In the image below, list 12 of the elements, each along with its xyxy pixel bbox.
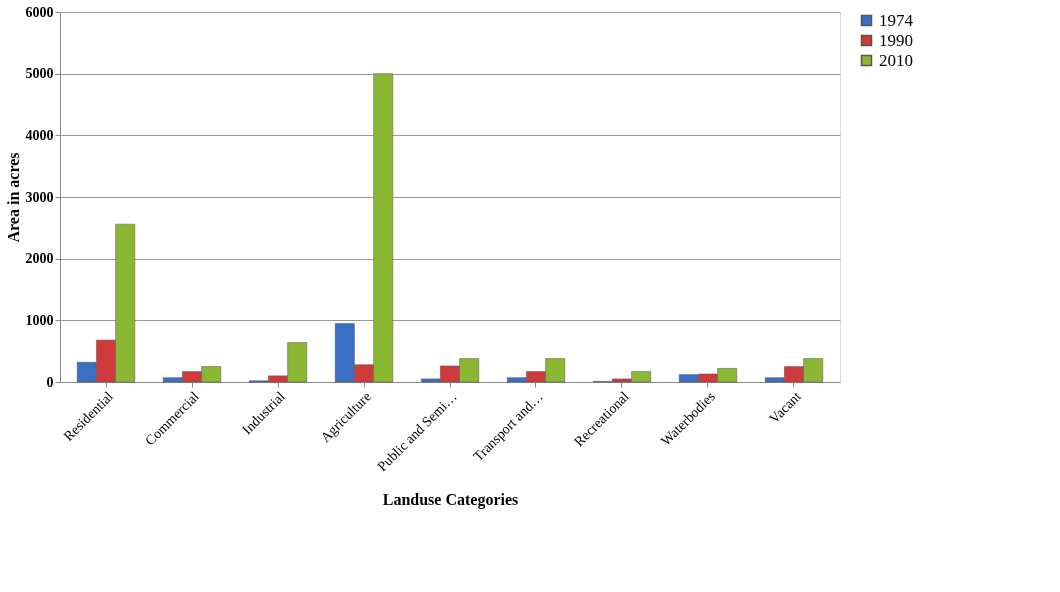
y-tick-label: 6000 — [25, 4, 54, 20]
y-tick-label: 4000 — [25, 127, 54, 143]
x-axis-title: Landuse Categories — [382, 491, 519, 510]
y-tick-label: 0 — [46, 374, 54, 390]
y-tick-label: 2000 — [25, 251, 54, 267]
y-tick-label: 3000 — [25, 189, 54, 205]
y-tick-label: 5000 — [25, 66, 54, 82]
y-tick-label: 1000 — [25, 312, 54, 328]
legend-label: 1990 — [879, 30, 913, 50]
legend-label: 2010 — [879, 50, 913, 70]
y-axis-title: Area in acres — [4, 152, 22, 243]
legend-label: 1974 — [879, 10, 914, 30]
